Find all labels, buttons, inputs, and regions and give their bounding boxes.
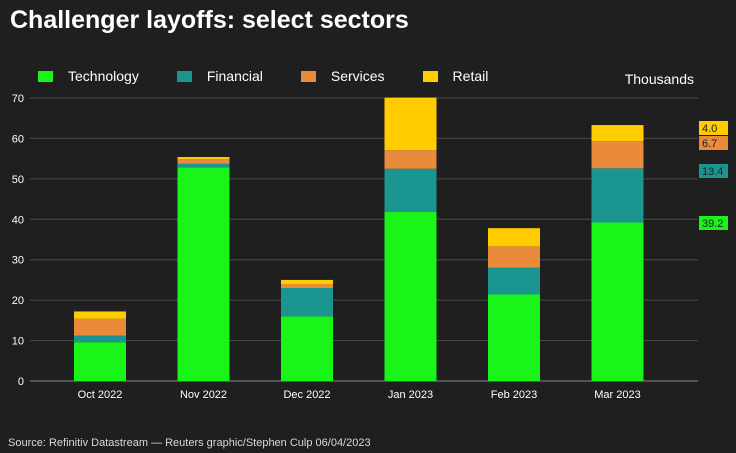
bar-retail-nov-2022	[177, 157, 230, 160]
bar-retail-dec-2022	[281, 279, 333, 285]
legend-item-technology: Technology	[38, 68, 139, 84]
bar-financial-dec-2022	[281, 288, 333, 317]
legend-item-retail: Retail	[422, 68, 489, 84]
end-label-box-retail	[699, 121, 728, 135]
legend-swatch-retail	[422, 70, 438, 82]
y-tick-label-20: 20	[12, 295, 24, 307]
chart-title: Challenger layoffs: select sectors	[10, 6, 409, 34]
bar-financial-oct-2022	[74, 335, 126, 343]
legend-label-financial: Financial	[206, 68, 263, 84]
y-tick-label-40: 40	[12, 214, 24, 226]
end-label-retail: 4.0	[702, 123, 717, 135]
end-label-technology: 39.2	[702, 218, 723, 230]
bar-services-mar-2023	[591, 141, 644, 169]
bar-technology-feb-2023	[488, 294, 540, 381]
y-tick-label-60: 60	[12, 133, 24, 145]
end-label-financial: 13.4	[702, 166, 723, 178]
legend-label-services: Services	[330, 68, 385, 84]
legend-item-financial: Financial	[176, 68, 263, 84]
bar-financial-feb-2023	[488, 267, 540, 295]
x-tick-label-feb-2023: Feb 2023	[491, 389, 537, 401]
bar-financial-nov-2022	[177, 163, 230, 168]
end-label-services: 6.7	[702, 138, 717, 150]
bar-financial-jan-2023	[384, 168, 437, 213]
bar-technology-mar-2023	[591, 222, 644, 381]
bar-retail-jan-2023	[384, 97, 437, 151]
unit-label: Thousands	[624, 71, 694, 87]
bar-services-dec-2022	[281, 284, 333, 289]
legend-swatch-technology	[38, 70, 53, 82]
y-tick-label-50: 50	[12, 174, 24, 186]
bar-services-jan-2023	[384, 150, 437, 169]
x-tick-label-oct-2022: Oct 2022	[78, 389, 123, 401]
bar-technology-dec-2022	[281, 316, 333, 381]
legend-label-retail: Retail	[452, 68, 489, 84]
legend-label-technology: Technology	[68, 68, 139, 84]
end-label-box-services	[699, 136, 728, 150]
bar-retail-oct-2022	[74, 311, 126, 319]
source-note: Source: Refinitiv Datastream — Reuters g…	[8, 437, 371, 449]
x-tick-label-mar-2023: Mar 2023	[594, 389, 640, 401]
bar-services-feb-2023	[488, 246, 540, 268]
legend: Technology Financial Services Retail	[38, 68, 526, 84]
y-tick-label-70: 70	[12, 93, 24, 105]
x-tick-label-dec-2022: Dec 2022	[283, 389, 330, 401]
bar-financial-mar-2023	[591, 168, 644, 223]
end-label-box-financial	[699, 164, 728, 178]
legend-swatch-services	[300, 70, 316, 82]
bar-technology-nov-2022	[177, 167, 230, 381]
end-label-box-technology	[699, 216, 728, 230]
bar-retail-mar-2023	[591, 125, 644, 142]
legend-swatch-financial	[176, 70, 192, 82]
y-tick-label-0: 0	[18, 376, 24, 388]
bar-technology-jan-2023	[384, 212, 437, 381]
x-tick-label-jan-2023: Jan 2023	[388, 389, 433, 401]
bar-services-nov-2022	[177, 159, 230, 164]
legend-item-services: Services	[300, 68, 385, 84]
bar-technology-oct-2022	[74, 342, 126, 381]
bar-retail-feb-2023	[488, 228, 540, 247]
y-tick-label-10: 10	[12, 336, 24, 348]
y-tick-label-30: 30	[12, 255, 24, 267]
x-tick-label-nov-2022: Nov 2022	[180, 389, 227, 401]
bar-services-oct-2022	[74, 318, 126, 336]
